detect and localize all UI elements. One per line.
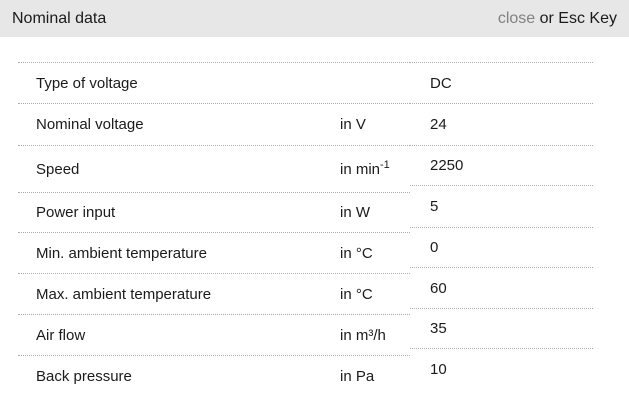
row-unit-base: in °C bbox=[340, 285, 373, 303]
table-row-label: Air flow in m³/h bbox=[18, 315, 410, 356]
row-unit: in °C bbox=[340, 286, 410, 303]
row-label: Air flow bbox=[36, 326, 86, 344]
table-row-label: Speed in min-1 bbox=[18, 146, 410, 193]
row-unit-base: in V bbox=[340, 116, 366, 133]
row-label: Max. ambient temperature bbox=[36, 285, 212, 303]
row-unit-base: in min bbox=[340, 160, 381, 178]
values-column: DC 24 2250 5 0 60 35 10 bbox=[410, 62, 593, 390]
nominal-data-table: Type of voltage Nominal voltage in V Speed i… bbox=[18, 62, 593, 397]
row-label: Speed bbox=[36, 160, 80, 178]
table-row-value: 60 bbox=[410, 268, 593, 309]
row-unit-base: in Pa bbox=[340, 368, 375, 385]
row-label: Nominal voltage bbox=[36, 116, 144, 133]
table-row-value: 0 bbox=[410, 228, 593, 268]
modal-header: Nominal data close or Esc Key bbox=[0, 0, 629, 37]
modal-title: Nominal data bbox=[12, 9, 107, 27]
table-row-value: 5 bbox=[410, 186, 593, 228]
row-label: Power input bbox=[36, 204, 116, 221]
row-label: Type of voltage bbox=[36, 74, 138, 92]
table-row-value: 10 bbox=[430, 361, 447, 378]
esc-key-hint: or Esc Key bbox=[535, 9, 617, 27]
row-unit-base: in W bbox=[340, 204, 370, 221]
table-row-label: Nominal voltage in V bbox=[18, 104, 410, 146]
table-row-label: Power input in W bbox=[18, 193, 410, 233]
table-row-label: Type of voltage bbox=[18, 63, 410, 104]
row-unit-base: in m³/h bbox=[340, 326, 386, 344]
row-label: Min. ambient temperature bbox=[36, 244, 207, 262]
table-row-value: DC bbox=[410, 63, 593, 104]
row-unit: in °C bbox=[340, 245, 410, 262]
table-row-value: 24 bbox=[410, 104, 593, 146]
close-button[interactable]: close bbox=[497, 9, 536, 27]
table-row-label: Min. ambient temperature in °C bbox=[18, 233, 410, 274]
labels-units-column: Type of voltage Nominal voltage in V Speed i… bbox=[18, 62, 410, 397]
close-hint-area: close or Esc Key bbox=[498, 10, 617, 28]
row-unit-superscript: -1 bbox=[380, 158, 390, 171]
table-row-label: Max. ambient temperature in °C bbox=[18, 274, 410, 315]
row-unit: in V bbox=[340, 116, 410, 133]
row-unit: in Pa bbox=[340, 368, 410, 385]
table-row-label: Back pressure in Pa bbox=[18, 356, 410, 397]
table-row-value: 35 bbox=[410, 309, 593, 349]
row-unit: in W bbox=[340, 204, 410, 221]
table-row-value: 2250 bbox=[410, 146, 593, 186]
row-unit-base: in °C bbox=[340, 244, 373, 262]
row-label: Back pressure bbox=[36, 368, 132, 385]
row-unit: in min-1 bbox=[340, 158, 410, 178]
row-unit: in m³/h bbox=[340, 327, 410, 344]
